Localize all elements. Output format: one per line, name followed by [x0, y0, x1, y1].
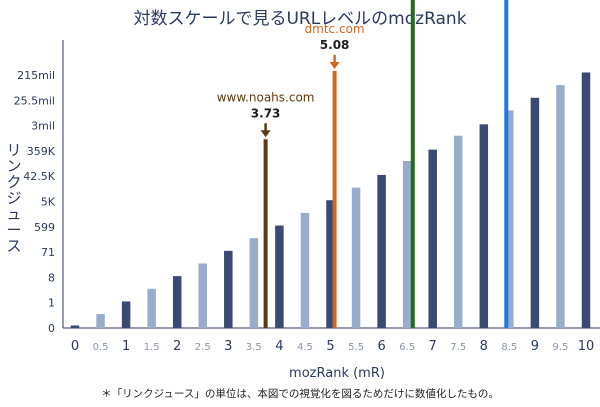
y-tick-label: 1	[48, 297, 55, 310]
y-axis-label-char: ス	[6, 237, 21, 255]
y-tick-label: 71	[41, 246, 55, 259]
y-tick-label: 0	[48, 322, 55, 335]
annotation-bar	[504, 0, 509, 328]
bar-half-step	[454, 135, 463, 328]
x-tick-label-major: 2	[173, 339, 181, 354]
x-tick-label-major: 8	[480, 339, 488, 354]
bar-integer	[224, 250, 233, 328]
bar-integer	[275, 225, 284, 328]
x-tick-label-minor: 9.5	[552, 342, 568, 353]
bar-half-step	[556, 85, 565, 329]
annotations: 3.73www.noahs.com5.08dmtc.com6.61www.seo…	[217, 0, 509, 329]
chart-title: 対数スケールで見るURLレベルのmozRank	[133, 9, 466, 29]
y-tick-labels: 0 1 8 71 599 5K 42.5K 359K 3mil 25.5mil 215mil	[14, 69, 56, 335]
y-tick-label: 42.5K	[23, 170, 55, 183]
y-axis-label-char: ジ	[6, 189, 21, 207]
footnote: ＊「リンクジュース」の単位は、本図での視覚化を図るためだけに数値化したもの。	[101, 387, 499, 400]
y-tick-label: 3mil	[31, 120, 55, 133]
annotation-value: 5.08	[320, 38, 350, 52]
annotation-bar	[263, 139, 268, 328]
x-tick-label-minor: 5.5	[348, 342, 364, 353]
x-axis-title: mozRank (mR)	[289, 366, 385, 381]
annotation-bar	[332, 70, 337, 329]
x-tick-label-major: 7	[429, 339, 437, 354]
y-axis-label-char: ュ	[6, 205, 21, 223]
bar-half-step	[351, 187, 361, 328]
annotation-site: dmtc.com	[305, 22, 365, 36]
x-tick-label-minor: 4.5	[297, 342, 313, 353]
y-tick-label: 599	[34, 221, 55, 234]
bar-integer	[428, 149, 437, 328]
x-tick-label-minor: 7.5	[450, 342, 466, 353]
x-tick-label-major: 5	[326, 339, 334, 354]
bar-half-step	[96, 314, 105, 328]
x-tick-label-major: 1	[122, 339, 130, 354]
x-tick-label-major: 3	[224, 339, 232, 354]
y-tick-label: 25.5mil	[14, 94, 55, 107]
bar-integer	[479, 124, 489, 329]
bar-integer	[326, 200, 335, 328]
bar-half-step	[300, 212, 310, 328]
annotation-bar	[410, 0, 415, 329]
bar-half-step	[198, 263, 207, 328]
bar-integer	[377, 174, 386, 328]
x-tick-label-major: 0	[71, 339, 79, 354]
y-tick-label: 5K	[41, 196, 56, 209]
bar-integer	[581, 72, 591, 328]
y-axis-label-char: リ	[6, 141, 21, 159]
x-tick-label-minor: 3.5	[246, 342, 262, 353]
bar-integer	[172, 276, 182, 328]
x-tick-labels: 0 0.5 1 1.5 2 2.5 3 3.5 4 4.5 5 5.5 6 6.5 7 7.5 8 8.5 9 9.5…	[71, 339, 594, 354]
x-tick-label-major: 4	[275, 339, 283, 354]
x-tick-label-major: 10	[578, 339, 595, 354]
bar-half-step	[402, 161, 412, 328]
x-tick-label-major: 6	[377, 339, 385, 354]
x-tick-label-minor: 8.5	[501, 342, 517, 353]
annotation-arrow-head	[329, 61, 340, 69]
x-tick-label-minor: 0.5	[93, 342, 109, 353]
y-axis-label: リンクジュース	[6, 141, 21, 255]
bar-integer	[121, 301, 131, 328]
bar-integer	[70, 325, 80, 328]
y-tick-label: 8	[48, 271, 55, 284]
bar-integer	[530, 97, 540, 329]
annotation-site: www.noahs.com	[217, 90, 315, 104]
x-tick-label-minor: 1.5	[144, 342, 160, 353]
y-axis-label-char: ク	[6, 173, 21, 191]
y-tick-label: 359K	[27, 145, 56, 158]
bars	[70, 72, 591, 329]
annotation-arrow-head	[260, 130, 271, 138]
y-tick-label: 215mil	[17, 69, 55, 82]
annotation-value: 3.73	[251, 106, 281, 120]
x-tick-label-minor: 2.5	[195, 342, 211, 353]
bar-half-step	[249, 238, 259, 328]
bar-half-step	[147, 288, 156, 328]
x-tick-label-major: 9	[531, 339, 539, 354]
y-axis-label-char: ン	[6, 157, 21, 175]
x-tick-label-minor: 6.5	[399, 342, 415, 353]
bar-half-step	[505, 110, 514, 328]
y-axis-label-char: ー	[6, 221, 21, 239]
